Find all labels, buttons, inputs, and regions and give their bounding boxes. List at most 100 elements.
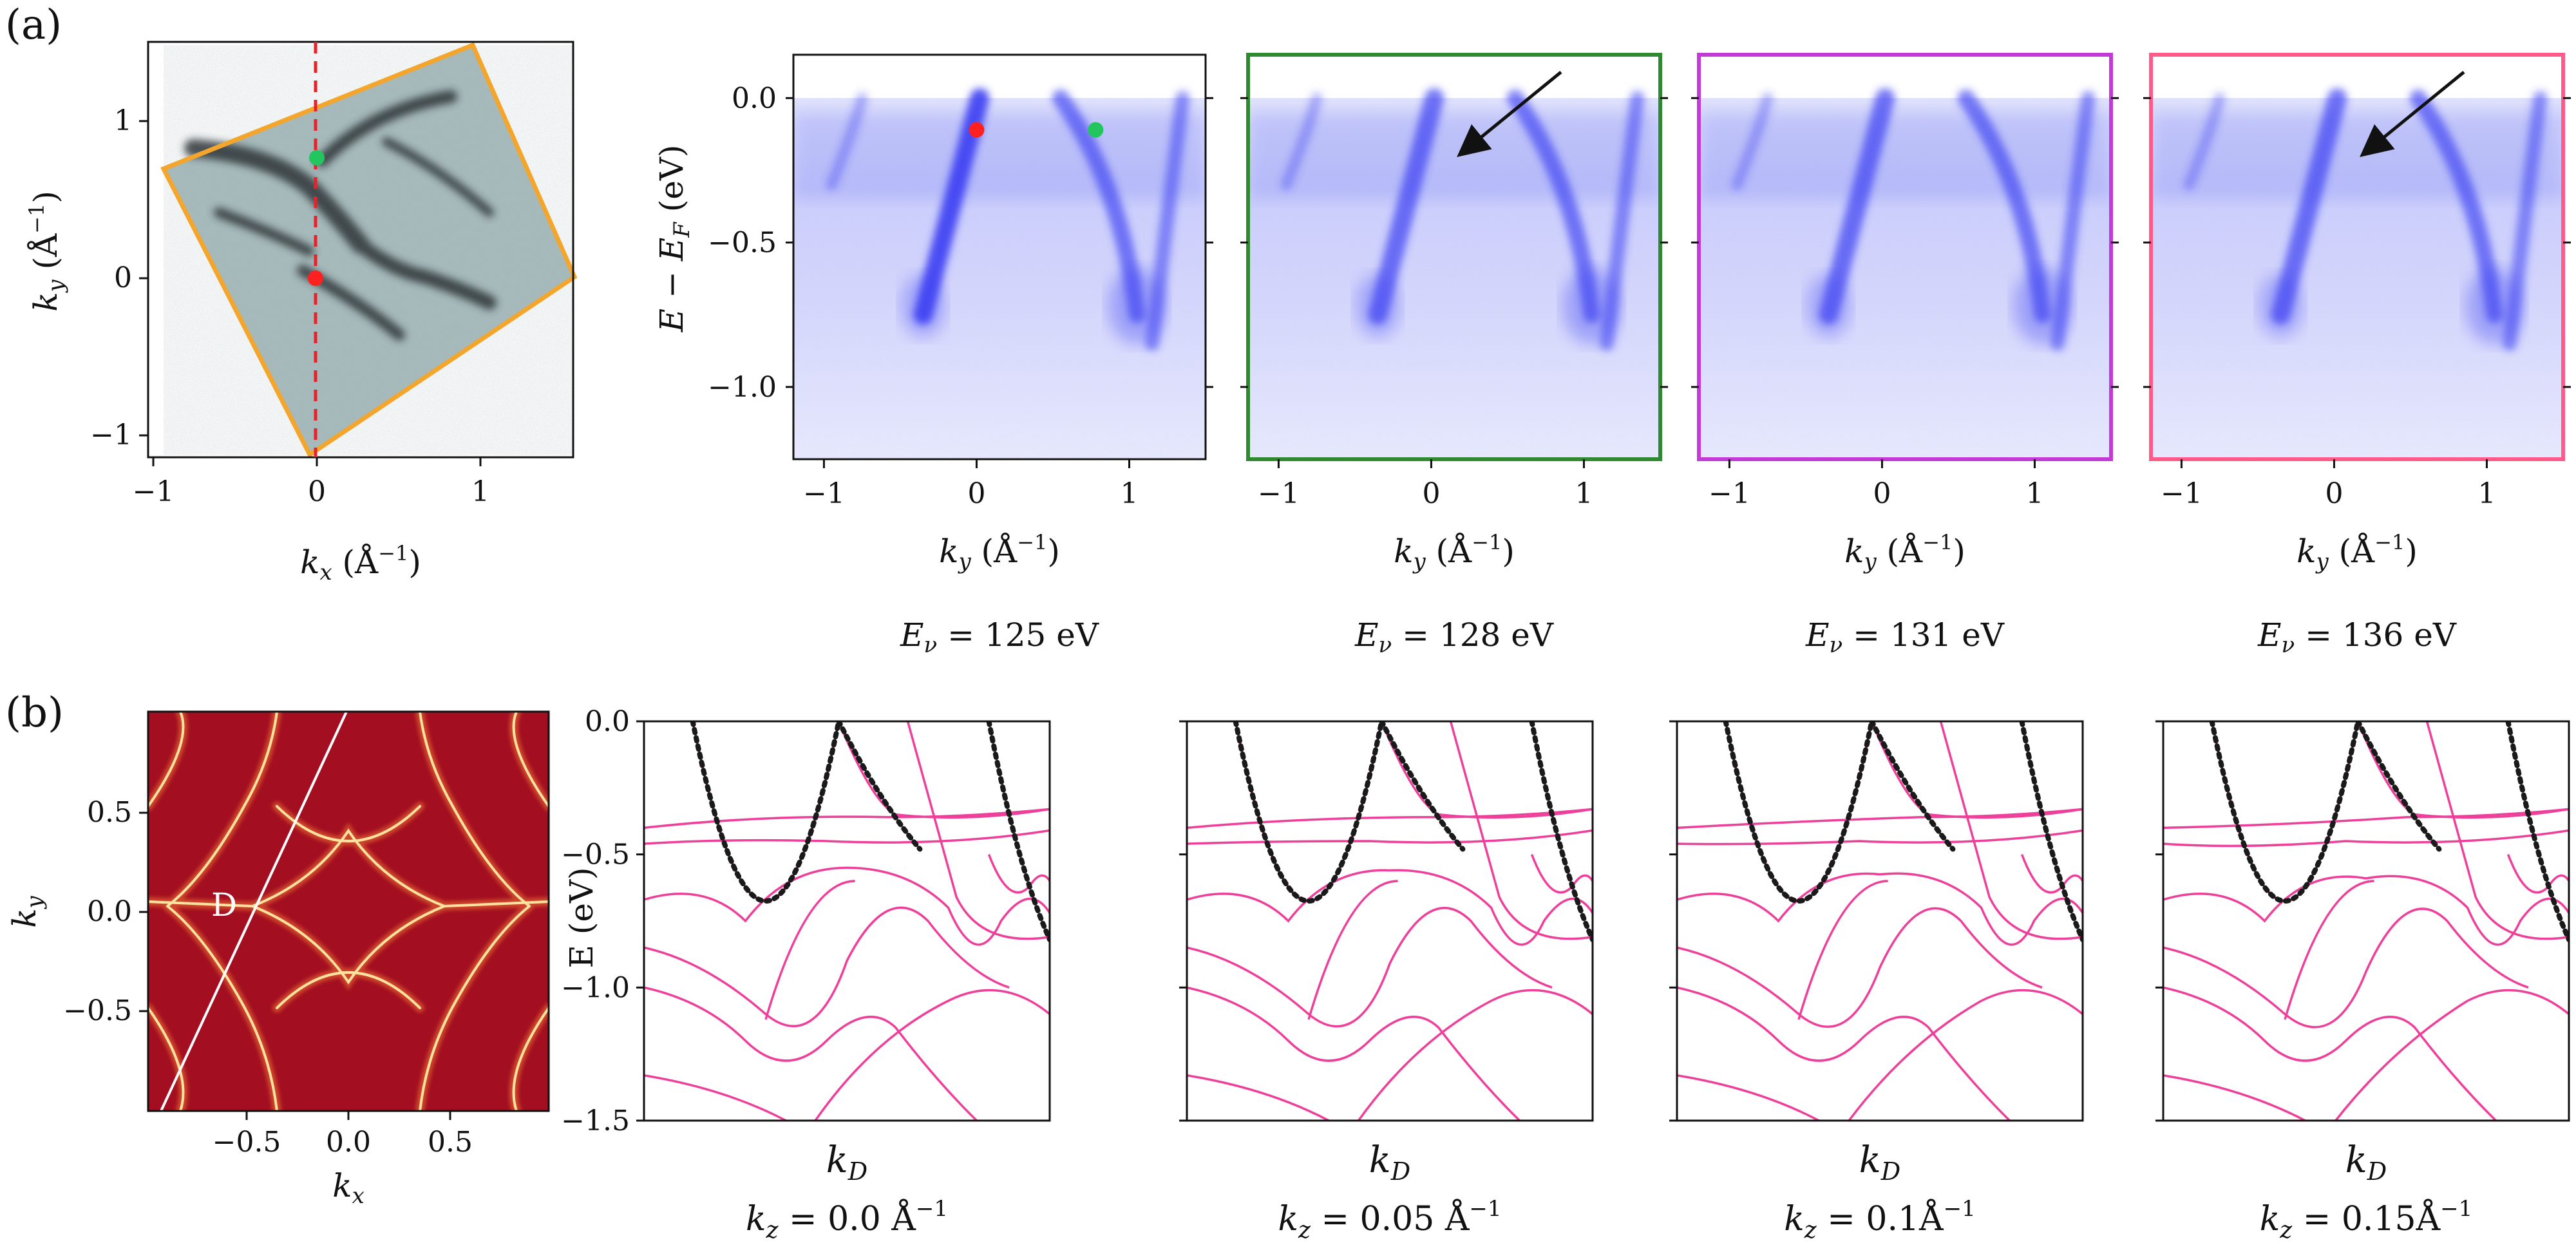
bfs-xtick-2: 0.5 — [428, 1126, 473, 1159]
fit-curve-right — [986, 721, 1050, 942]
band-curve-4 — [1187, 808, 1593, 830]
band-curve-8 — [644, 986, 978, 1121]
fs-map-border — [160, 42, 578, 459]
fit-curve-left — [1233, 721, 1385, 904]
band-xlabel: kD — [2345, 1139, 2387, 1186]
arpes-xtick: 0 — [1422, 477, 1440, 510]
bfs-background — [148, 712, 549, 1111]
band-curve-10 — [1357, 989, 1593, 1121]
fs-ytick-2: −1 — [90, 419, 132, 451]
band-curve-10 — [1847, 989, 2083, 1121]
arpes-panel-2: −1 0 1 ky (Å−1) Eν = 128 eV — [1240, 53, 1668, 658]
band-curve-9 — [1677, 1074, 1820, 1121]
band-curve-2 — [906, 721, 1050, 940]
band-ticks — [636, 720, 644, 1122]
arpes-xtick: −1 — [1709, 477, 1750, 510]
fit-curve-right — [2019, 721, 2083, 942]
arpes-arrow — [1457, 70, 1562, 157]
fs-xtick-0: −1 — [133, 475, 175, 508]
arpes-frame-3 — [1697, 53, 2113, 461]
arpes-xlabel: ky (Å−1) — [1844, 530, 1965, 574]
band-curve-5 — [1677, 829, 2083, 846]
arpes-xtick: 0 — [1873, 477, 1891, 510]
band-frame-4 — [2162, 720, 2570, 1122]
arpes-panel-4: −1 0 1 ky (Å−1) Eν = 136 eV — [2143, 53, 2571, 658]
arpes-ticks — [786, 97, 1213, 468]
band-curve-4 — [1677, 808, 2083, 830]
arpes-photon-energy-label: Eν = 128 eV — [1354, 616, 1554, 658]
bfs-cut-label: D — [211, 886, 237, 924]
band-kz-label: kz = 0.15Å−1 — [2260, 1196, 2473, 1244]
fs-xtick-2: 1 — [471, 475, 489, 508]
band-kz-label: kz = 0.1Å−1 — [1784, 1196, 1976, 1244]
band-curve-3 — [837, 721, 1050, 819]
band-kz-label: kz = 0.0 Å−1 — [746, 1196, 948, 1244]
band-fit-dotted — [1723, 721, 2083, 942]
bands-ylabel: E (eV) — [563, 867, 600, 968]
band-curve-4 — [2163, 808, 2569, 830]
band-curve-10 — [2334, 989, 2569, 1121]
band-curve-7 — [1677, 907, 2043, 1028]
bfs-ytick-1: 0.0 — [87, 895, 132, 928]
arpes-xlabel: ky (Å−1) — [1394, 530, 1515, 574]
band-curve-3 — [2356, 721, 2569, 819]
arpes-xlabel: ky (Å−1) — [2297, 530, 2418, 574]
arpes-ticks — [2143, 97, 2571, 468]
band-curve-11 — [764, 880, 855, 1020]
panel-label-b: (b) — [5, 689, 64, 737]
bfs-xlabel: kx — [332, 1167, 365, 1209]
fs-ticks — [139, 120, 482, 466]
band-panel-1: 0.0 −0.5 −1.0 −1.5 kD kz = 0.0 Å−1 — [561, 705, 1051, 1244]
bfs-ytick-2: −0.5 — [63, 994, 132, 1027]
panel-b-fermi-surface: D −0.5 0.0 0.5 0.5 0.0 −0.5 kx ky — [6, 710, 550, 1209]
fit-curve-mid — [836, 721, 923, 852]
arpes-ytick: −0.5 — [708, 227, 777, 260]
arpes-dot-red — [969, 122, 985, 138]
band-curve-5 — [644, 829, 1050, 845]
band-curve-6 — [1677, 872, 2083, 946]
band-curve-6 — [1187, 869, 1593, 946]
arpes-ytick: 0.0 — [732, 82, 777, 115]
band-curve-8 — [2163, 986, 2497, 1121]
band-curve-2 — [1449, 721, 1593, 940]
band-ytick: −1.0 — [561, 971, 630, 1004]
band-curve-8 — [1187, 986, 1520, 1121]
fit-curve-mid — [1379, 721, 1466, 852]
fs-marker-green — [309, 150, 325, 166]
arpes-panel-1: −1 0 1 0.0 −0.5 −1.0 ky (Å−1) Eν = 125 eV — [708, 53, 1213, 658]
band-curve-2 — [2425, 721, 2569, 940]
fit-curve-right — [2505, 721, 2569, 942]
panel-a-arpes-group: −1 0 1 0.0 −0.5 −1.0 ky (Å−1) Eν = 125 eV −1 0 1 ky… — [708, 53, 2571, 658]
fit-curve-left — [2209, 721, 2361, 904]
band-curve-9 — [644, 1074, 787, 1121]
band-curve-3 — [1870, 721, 2083, 819]
band-curve-11 — [2284, 880, 2374, 1020]
panel-a-fermi-surface: −1 0 1 1 0 −1 kx (Å−1) ky (Å−1) — [24, 41, 578, 585]
band-lines — [1187, 721, 1593, 1121]
band-curve-5 — [2163, 829, 2569, 848]
band-ytick: −0.5 — [561, 839, 630, 871]
band-ytick: −1.5 — [561, 1105, 630, 1137]
band-curve-2 — [1939, 721, 2083, 940]
band-curve-7 — [1187, 907, 1553, 1028]
band-ticks — [1179, 720, 1187, 1122]
band-panel-3: kD kz = 0.1Å−1 — [1669, 720, 2084, 1244]
band-curve-6 — [644, 866, 1050, 946]
fit-curve-right — [1529, 721, 1593, 942]
fs-xlabel: kx (Å−1) — [300, 541, 421, 585]
arpes-xtick: 1 — [1120, 477, 1138, 510]
band-curve-10 — [813, 989, 1050, 1121]
band-frame-2 — [1186, 720, 1594, 1122]
fit-curve-left — [690, 721, 842, 904]
band-curve-9 — [1187, 1074, 1330, 1121]
fs-ylabel: ky (Å−1) — [24, 191, 69, 312]
fs-dark-features — [184, 90, 497, 341]
arpes-frame-4 — [2149, 53, 2565, 461]
bfs-xtick-1: 0.0 — [326, 1126, 371, 1159]
arpes-xtick: 0 — [967, 477, 985, 510]
band-frame-3 — [1676, 720, 2084, 1122]
fs-marker-red — [308, 270, 323, 286]
band-curve-8 — [1677, 986, 2011, 1121]
bfs-ticks — [139, 811, 451, 1120]
